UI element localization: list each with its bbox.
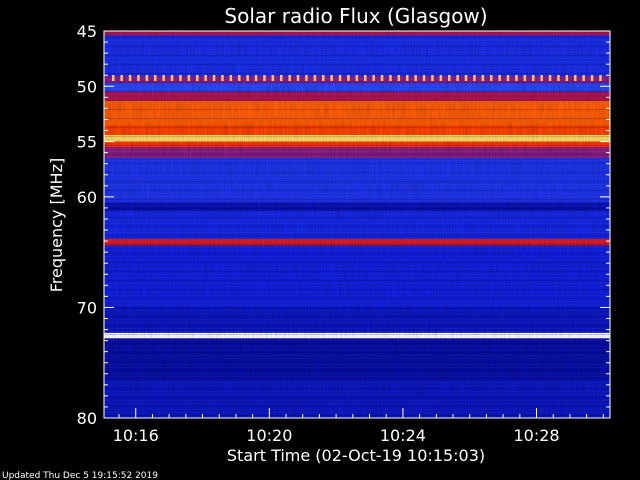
interference-dot-2 bbox=[120, 74, 123, 81]
interference-dot-58 bbox=[590, 74, 594, 81]
y-tick-label-5: 80 bbox=[77, 409, 97, 428]
noise-texture bbox=[104, 31, 610, 418]
interference-dot-33 bbox=[380, 74, 384, 81]
interference-dot-20 bbox=[271, 74, 275, 81]
interference-dot-5 bbox=[145, 74, 149, 81]
interference-dot-3 bbox=[128, 74, 132, 81]
interference-dot-35 bbox=[397, 74, 401, 81]
interference-dot-8 bbox=[170, 74, 174, 81]
interference-dot-25 bbox=[313, 74, 317, 81]
interference-dot-37 bbox=[414, 74, 417, 81]
interference-dot-23 bbox=[296, 74, 300, 81]
x-tick-label-2: 10:24 bbox=[380, 426, 426, 445]
interference-dot-52 bbox=[540, 74, 543, 81]
x-tick-label-1: 10:20 bbox=[246, 426, 292, 445]
interference-dot-57 bbox=[582, 74, 585, 81]
interference-dot-42 bbox=[456, 74, 459, 81]
y-tick-label-1: 50 bbox=[77, 77, 97, 96]
interference-dot-12 bbox=[204, 74, 207, 81]
y-tick-label-0: 45 bbox=[77, 22, 97, 41]
interference-dot-40 bbox=[439, 74, 443, 81]
plot-frame bbox=[103, 30, 611, 419]
interference-dot-32 bbox=[372, 74, 375, 81]
interference-dot-24 bbox=[305, 74, 308, 81]
interference-dot-14 bbox=[221, 74, 224, 81]
plot-area bbox=[103, 30, 611, 419]
interference-dot-22 bbox=[288, 74, 291, 81]
chart-title: Solar radio Flux (Glasgow) bbox=[224, 4, 487, 28]
interference-dot-38 bbox=[422, 74, 426, 81]
interference-dot-51 bbox=[532, 74, 535, 81]
x-tick-label-3: 10:28 bbox=[513, 426, 559, 445]
interference-dot-46 bbox=[490, 74, 493, 81]
interference-dot-34 bbox=[389, 74, 392, 81]
interference-dot-17 bbox=[246, 74, 249, 81]
interference-dot-27 bbox=[330, 74, 333, 81]
updated-timestamp: Updated Thu Dec 5 19:15:52 2019 bbox=[2, 471, 158, 480]
y-tick-label-4: 70 bbox=[77, 298, 97, 317]
interference-dot-54 bbox=[557, 74, 560, 81]
y-axis: 45 50 55 60 70 80 bbox=[77, 22, 610, 428]
x-axis: 10:16 10:20 10:24 10:28 bbox=[113, 408, 604, 445]
interference-dot-43 bbox=[464, 74, 468, 81]
interference-dot-44 bbox=[473, 74, 476, 81]
y-tick-label-2: 55 bbox=[77, 133, 97, 152]
interference-dot-36 bbox=[406, 74, 409, 81]
interference-dot-28 bbox=[338, 74, 342, 81]
interference-dot-13 bbox=[212, 74, 216, 81]
y-tick-label-3: 60 bbox=[77, 188, 97, 207]
interference-dot-16 bbox=[238, 74, 241, 81]
interference-dot-10 bbox=[187, 74, 191, 81]
interference-dot-30 bbox=[355, 74, 359, 81]
interference-dot-4 bbox=[137, 74, 140, 81]
interference-dot-55 bbox=[565, 74, 569, 81]
interference-dot-48 bbox=[506, 74, 510, 81]
interference-dot-21 bbox=[280, 74, 283, 81]
interference-dot-6 bbox=[154, 74, 157, 81]
interference-dot-15 bbox=[229, 74, 233, 81]
interference-dot-11 bbox=[196, 74, 199, 81]
interference-dot-1 bbox=[112, 74, 115, 81]
interference-dot-9 bbox=[179, 74, 182, 81]
x-axis-label: Start Time (02-Oct-19 10:15:03) bbox=[227, 446, 485, 465]
interference-dot-53 bbox=[548, 74, 552, 81]
interference-dot-56 bbox=[574, 74, 577, 81]
y-axis-label: Frequency [MHz] bbox=[47, 158, 66, 292]
interference-dot-26 bbox=[322, 74, 325, 81]
interference-dot-18 bbox=[254, 74, 258, 81]
interference-dot-49 bbox=[515, 74, 518, 81]
interference-dot-19 bbox=[263, 74, 266, 81]
interference-dot-59 bbox=[599, 74, 602, 81]
interference-dot-7 bbox=[162, 74, 165, 81]
interference-dot-50 bbox=[523, 74, 527, 81]
x-tick-label-0: 10:16 bbox=[113, 426, 159, 445]
interference-dot-29 bbox=[347, 74, 350, 81]
interference-dot-31 bbox=[364, 74, 367, 81]
interference-dot-39 bbox=[431, 74, 434, 81]
interference-dot-41 bbox=[448, 74, 451, 81]
interference-dot-45 bbox=[481, 74, 485, 81]
interference-dot-47 bbox=[498, 74, 501, 81]
